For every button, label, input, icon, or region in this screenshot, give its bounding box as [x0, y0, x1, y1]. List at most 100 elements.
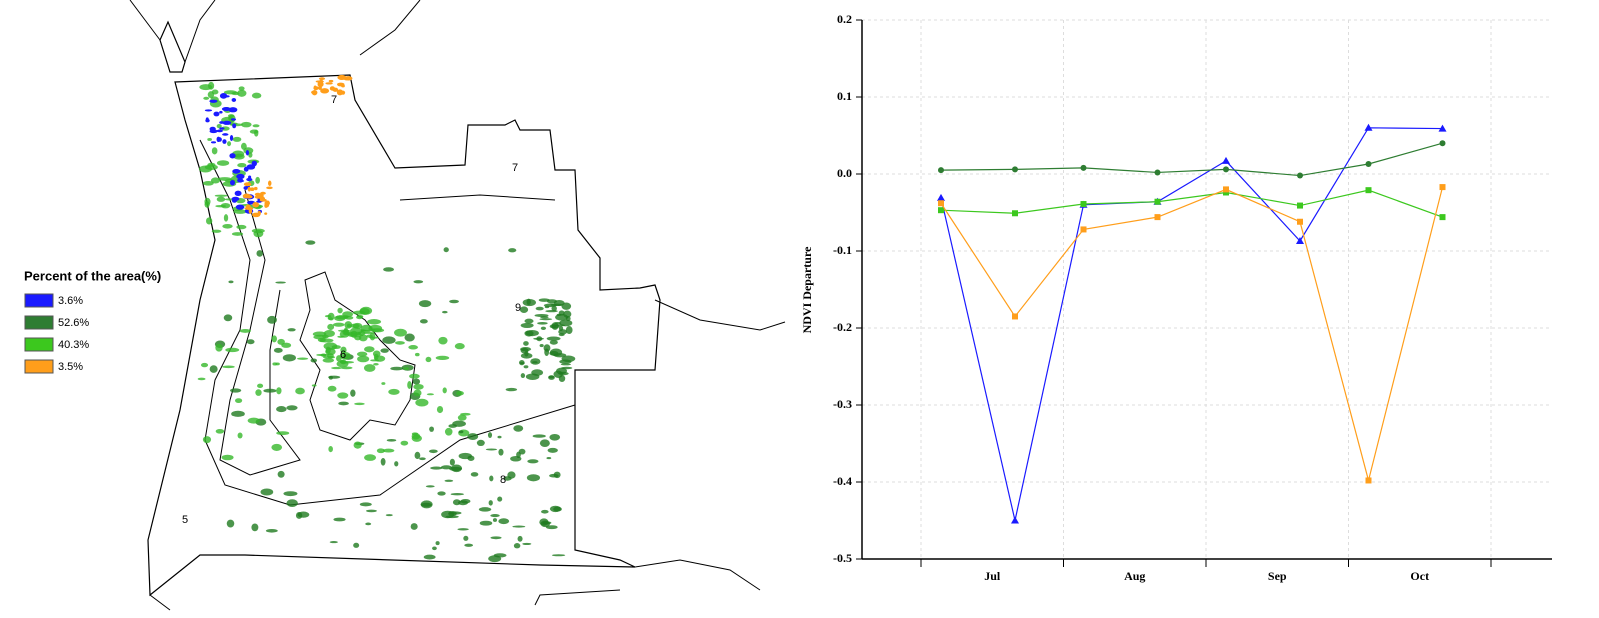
- vegetation-patch: [516, 451, 521, 459]
- vegetation-patch: [553, 300, 565, 307]
- vegetation-patch: [344, 321, 353, 329]
- vegetation-patch: [532, 434, 546, 438]
- vegetation-patch: [390, 366, 404, 371]
- vegetation-patch: [350, 389, 356, 397]
- vegetation-patch: [211, 229, 222, 233]
- vegetation-patch: [238, 86, 245, 91]
- vegetation-patch: [215, 204, 227, 208]
- y-tick-label: -0.4: [833, 474, 852, 488]
- x-tick-label: Jul: [984, 569, 1001, 583]
- vegetation-patch: [228, 280, 234, 284]
- point: [1297, 218, 1303, 225]
- vegetation-patch: [283, 491, 298, 497]
- vegetation-patch: [297, 511, 310, 518]
- vegetation-patch: [337, 335, 345, 338]
- exclave-outline: [159, 20, 186, 73]
- vegetation-patch: [333, 517, 346, 522]
- vegetation-patch: [551, 554, 566, 557]
- vegetation-patch: [277, 338, 285, 345]
- cluster-patch: [311, 90, 317, 94]
- vegetation-patch: [370, 359, 380, 362]
- y-tick-label: -0.1: [833, 243, 852, 257]
- cluster-patch: [248, 208, 253, 214]
- vegetation-patch: [549, 350, 559, 356]
- vegetation-patch: [237, 89, 247, 97]
- vegetation-patch: [364, 346, 375, 353]
- vegetation-patch: [286, 405, 298, 411]
- region-label: 7: [512, 162, 518, 174]
- cluster-patch: [267, 180, 272, 186]
- vegetation-patch: [442, 310, 448, 314]
- vegetation-patch: [454, 343, 465, 350]
- vegetation-patch: [463, 535, 469, 541]
- legend-swatch: [24, 293, 54, 308]
- vegetation-patch: [497, 435, 502, 439]
- legend-title: Percent of the area(%): [24, 268, 161, 283]
- vegetation-patch: [206, 217, 213, 225]
- vegetation-patch: [547, 447, 558, 453]
- vegetation-patch: [260, 488, 274, 496]
- vegetation-patch: [200, 362, 209, 368]
- cluster-patch: [209, 129, 218, 134]
- cluster-patch: [213, 111, 220, 117]
- vegetation-patch: [464, 543, 474, 547]
- vegetation-patch: [340, 361, 355, 364]
- vegetation-patch: [229, 123, 244, 127]
- vegetation-patch: [356, 314, 364, 318]
- vegetation-patch: [394, 461, 399, 467]
- vegetation-patch: [204, 197, 211, 206]
- cluster-patch: [328, 79, 334, 83]
- vegetation-patch: [337, 392, 349, 399]
- vegetation-patch: [438, 336, 448, 345]
- vegetation-patch: [311, 384, 317, 387]
- vegetation-patch: [255, 389, 262, 396]
- vegetation-patch: [419, 319, 428, 324]
- vegetation-patch: [218, 177, 232, 181]
- point: [1080, 201, 1087, 208]
- cluster-patch: [217, 137, 222, 142]
- point: [1223, 186, 1229, 193]
- vegetation-patch: [548, 375, 555, 379]
- vegetation-patch: [460, 412, 471, 416]
- vegetation-patch: [478, 507, 492, 512]
- vegetation-patch: [352, 310, 366, 315]
- vegetation-patch: [448, 511, 462, 515]
- vegetation-patch: [287, 328, 296, 332]
- cluster-patch: [336, 89, 344, 96]
- vegetation-patch: [430, 466, 443, 470]
- vegetation-patch: [246, 339, 255, 345]
- vegetation-patch: [488, 500, 493, 506]
- vegetation-patch: [541, 509, 549, 514]
- vegetation-patch: [539, 344, 544, 348]
- vegetation-patch: [546, 456, 552, 460]
- cluster-patch: [257, 210, 261, 216]
- vegetation-patch: [231, 232, 244, 236]
- vegetation-patch: [383, 267, 395, 272]
- vegetation-patch: [328, 445, 333, 453]
- region-labels: 7 7 9 6 8 5: [182, 94, 521, 526]
- vegetation-patch: [534, 313, 549, 317]
- vegetation-patch: [467, 433, 479, 441]
- vegetation-patch: [215, 428, 225, 434]
- vegetation-patch: [520, 322, 534, 328]
- vegetation-patch: [513, 425, 524, 432]
- map: 7 7 9 6 8 5 Percent of the area(%) 3.6% 52.6% 4…: [24, 0, 786, 611]
- vegetation-patch: [327, 385, 337, 392]
- vegetation-patch: [216, 160, 230, 166]
- vegetation-patch: [271, 335, 277, 343]
- cluster-patch: [219, 127, 225, 130]
- vegetation-patch: [539, 518, 549, 526]
- cluster-patch: [231, 198, 237, 203]
- vegetation-patch: [361, 329, 367, 332]
- vegetation-patch: [332, 322, 345, 327]
- vegetation-patch: [359, 502, 372, 507]
- vegetation-patch: [286, 499, 298, 508]
- vegetation-patch: [432, 546, 437, 551]
- region-label: 8: [500, 474, 506, 486]
- vegetation-patch: [490, 514, 500, 518]
- vegetation-patch: [296, 357, 309, 360]
- vegetation-patch: [239, 329, 252, 333]
- vegetation-patch: [265, 528, 278, 533]
- cluster-patch: [318, 77, 326, 81]
- cluster-patch: [337, 84, 345, 87]
